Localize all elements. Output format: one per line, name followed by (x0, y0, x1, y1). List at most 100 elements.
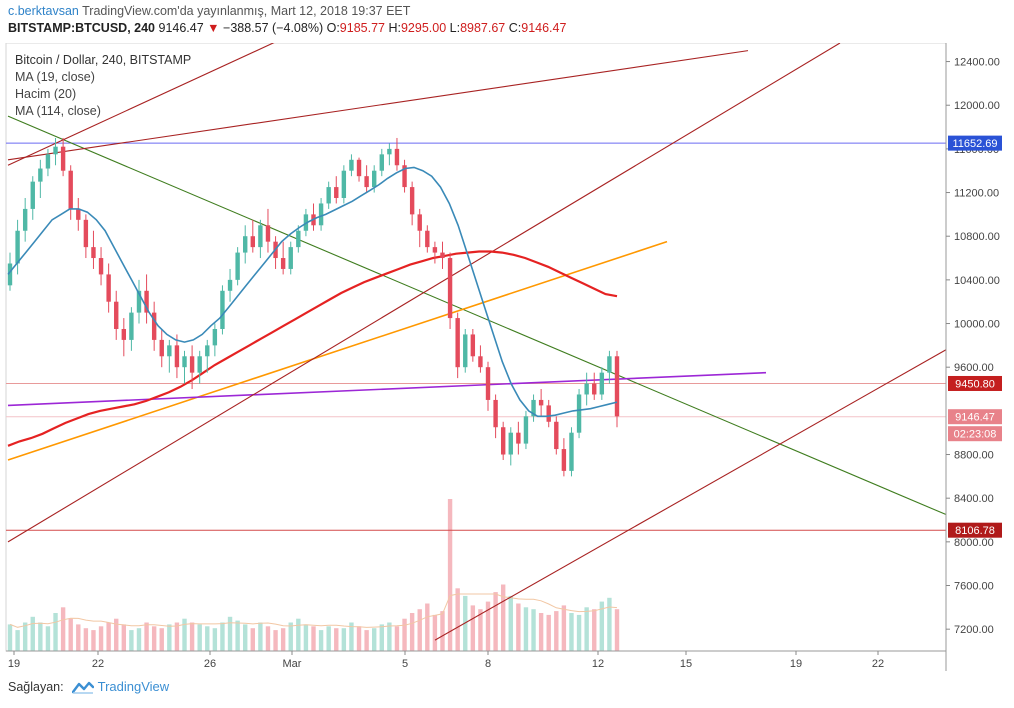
candle-body (569, 432, 574, 471)
volume-bar (554, 611, 559, 651)
y-tick-label: 8400.00 (954, 493, 994, 505)
candle (470, 328, 476, 362)
candle (243, 225, 248, 264)
candle-body (250, 236, 255, 248)
candle-body (136, 290, 142, 313)
candle (227, 268, 233, 302)
footer-label: Sağlayan: (8, 679, 64, 694)
price-tag: 8106.78 (948, 522, 1002, 538)
candle (349, 154, 354, 177)
candle (205, 339, 210, 373)
volume-bar (538, 613, 544, 651)
candle (538, 389, 544, 417)
candle-body (98, 258, 104, 275)
tradingview-link[interactable]: TradingView (71, 679, 169, 694)
candle (561, 438, 567, 477)
candle (114, 290, 119, 340)
candle-body (356, 159, 362, 177)
candle-body (341, 170, 347, 199)
down-arrow-icon: ▼ (207, 21, 220, 35)
price-chart[interactable]: 12400.0012000.0011600.0011200.0010800.00… (0, 43, 1014, 675)
candle (455, 312, 460, 379)
candle (151, 301, 157, 351)
candle (425, 225, 430, 253)
candle-body (409, 187, 415, 215)
chart-legend: Bitcoin / Dollar, 240, BITSTAMP MA (19, … (15, 52, 191, 120)
candle (38, 159, 43, 199)
candle-body (121, 328, 127, 340)
candle (167, 339, 172, 373)
channel-lower-line (434, 349, 947, 641)
candle (546, 399, 551, 428)
volume-bar (106, 622, 111, 651)
candle (258, 219, 263, 259)
volume-bar (220, 622, 225, 651)
candle-body (45, 154, 51, 169)
high-label: H: (388, 21, 401, 35)
candle-body (508, 432, 513, 455)
candle (189, 345, 195, 390)
volume-bar (493, 592, 498, 651)
candle (220, 285, 225, 335)
price-tag-label: 9146.47 (955, 412, 995, 424)
x-tick-label: 8 (485, 658, 491, 670)
candle-body (493, 399, 498, 428)
legend-ma114[interactable]: MA (114, close) (15, 104, 101, 118)
price-tag-label: 9450.80 (955, 378, 995, 390)
publish-info: TradingView.com'da yayınlanmış, Mart 12,… (82, 4, 411, 18)
volume-bar (516, 603, 521, 651)
candle (356, 157, 362, 182)
y-tick-label: 12400.00 (954, 57, 1000, 69)
volume-bar (68, 618, 73, 651)
volume-ma-line (9, 593, 618, 628)
ma114-line (7, 250, 618, 447)
volume-bar (409, 613, 415, 651)
candle (409, 181, 415, 226)
candle-body (455, 318, 460, 368)
candle (447, 252, 453, 329)
low-label: L: (449, 21, 461, 35)
legend-volume[interactable]: Hacim (20) (15, 87, 77, 101)
volume-bar (576, 614, 582, 651)
candle-body (182, 356, 187, 368)
volume-bar (265, 626, 271, 651)
candle-body (432, 247, 438, 253)
candle-body (516, 432, 521, 444)
candle-body (83, 219, 89, 248)
candle (129, 307, 134, 351)
orange-ascending-line (7, 240, 668, 461)
purple-flat-line (7, 371, 767, 407)
volume-bar (167, 624, 172, 651)
volume-bar (144, 622, 149, 651)
candle-body (584, 383, 589, 395)
volume-bar (432, 614, 438, 651)
price-tag: 11652.69 (948, 135, 1002, 151)
candle (159, 328, 164, 368)
candle (60, 137, 66, 177)
candle-body (91, 247, 96, 259)
volume-bar (599, 601, 605, 651)
candle-body (144, 290, 149, 313)
volume-bar (288, 622, 293, 651)
volume-bar (280, 628, 286, 651)
candle-body (60, 146, 66, 171)
green-descending-line (7, 115, 947, 516)
volume-bar (136, 628, 142, 651)
candle-body (235, 252, 240, 280)
candle-body (334, 187, 339, 199)
candle-body (197, 356, 202, 373)
candle (182, 350, 187, 384)
candle-body (561, 449, 567, 471)
legend-ma19[interactable]: MA (19, close) (15, 70, 95, 84)
ma19-polyline (7, 166, 618, 418)
volume-bar (53, 613, 58, 651)
candle-body (402, 165, 407, 188)
volume-bar (364, 630, 369, 651)
author-link[interactable]: c.berktavsan (8, 4, 79, 18)
candle-body (243, 236, 248, 253)
x-tick-label: 19 (790, 658, 802, 670)
candlesticks (7, 137, 620, 477)
candle-body (38, 168, 43, 182)
price-tag-label: 02:23:08 (954, 429, 997, 441)
legend-title: Bitcoin / Dollar, 240, BITSTAMP (15, 53, 192, 67)
